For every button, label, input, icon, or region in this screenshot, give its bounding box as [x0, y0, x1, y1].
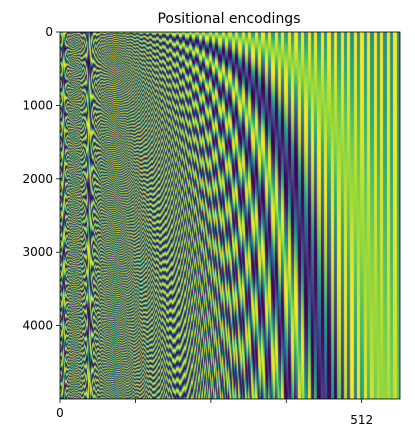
- y-tick-label: 2000: [22, 172, 53, 186]
- y-tick-label: 0: [45, 25, 53, 39]
- chart-title: Positional encodings: [157, 11, 300, 27]
- heatmap-image: [60, 32, 400, 399]
- x-axis: 0 512: [56, 399, 373, 427]
- y-axis: 0 1000 2000 3000 4000: [22, 25, 60, 333]
- x-tick-label: 512: [350, 413, 373, 427]
- y-tick-label: 4000: [22, 319, 53, 333]
- heatmap-plot-area: [59, 31, 401, 400]
- y-tick-label: 1000: [22, 98, 53, 112]
- plot-frame: [59, 31, 401, 400]
- x-tick-label: 0: [56, 406, 64, 420]
- y-tick-label: 3000: [22, 245, 53, 259]
